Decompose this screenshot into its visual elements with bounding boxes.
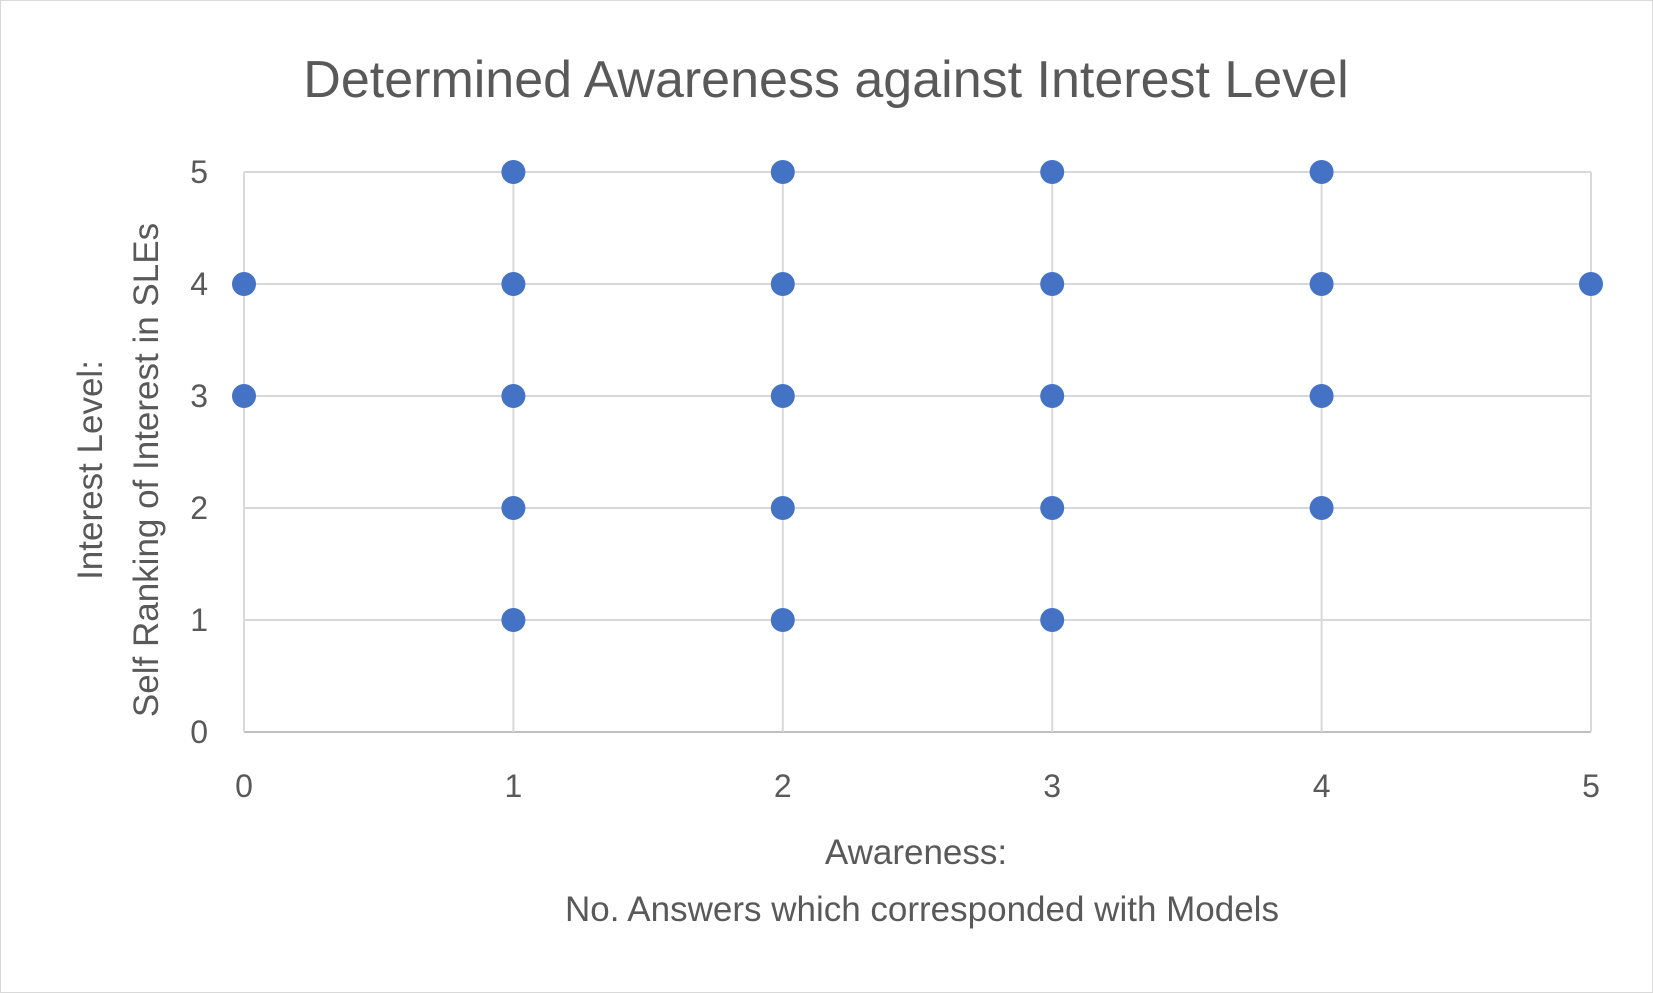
x-tick-label: 0 <box>235 768 253 804</box>
y-tick-label: 1 <box>190 602 208 638</box>
x-axis-title-line-2: No. Answers which corresponded with Mode… <box>565 890 1279 929</box>
y-tick-label: 0 <box>190 714 208 750</box>
scatter-point <box>770 608 795 632</box>
scatter-point <box>770 160 795 184</box>
x-tick-label: 2 <box>774 768 792 804</box>
scatter-point <box>1040 496 1065 520</box>
scatter-point <box>232 384 256 408</box>
scatter-point <box>501 608 526 632</box>
scatter-point <box>501 384 526 408</box>
scatter-point <box>1309 272 1334 296</box>
scatter-point <box>770 272 795 296</box>
scatter-point <box>1040 272 1065 296</box>
scatter-point <box>1309 160 1334 184</box>
scatter-point <box>770 496 795 520</box>
y-tick-label: 2 <box>190 490 208 526</box>
y-axis-title-line-2: Self Ranking of Interest in SLEs <box>127 223 166 717</box>
scatter-point <box>501 160 526 184</box>
y-tick-label: 4 <box>190 266 208 302</box>
scatter-point <box>232 272 256 296</box>
scatter-point <box>1040 160 1065 184</box>
y-tick-label: 5 <box>190 154 208 190</box>
y-axis-title-line-1: Interest Level: <box>71 360 110 580</box>
scatter-point <box>770 384 795 408</box>
y-tick-label: 3 <box>190 378 208 414</box>
scatter-point <box>501 496 526 520</box>
x-tick-label: 3 <box>1043 768 1061 804</box>
tick-labels: 0 1 2 3 4 5 0 1 2 3 4 5 <box>190 154 1600 804</box>
scatter-point <box>1309 384 1334 408</box>
scatter-point <box>1309 496 1334 520</box>
x-axis-title-line-1: Awareness: <box>825 833 1007 872</box>
data-points <box>232 160 1603 632</box>
scatter-point <box>1579 272 1603 296</box>
grid-lines <box>243 171 1592 733</box>
scatter-point <box>1040 384 1065 408</box>
scatter-point <box>501 272 526 296</box>
scatter-point <box>1040 608 1065 632</box>
x-tick-label: 5 <box>1582 768 1600 804</box>
x-tick-label: 1 <box>505 768 523 804</box>
chart-title: Determined Awareness against Interest Le… <box>303 51 1348 109</box>
x-tick-label: 4 <box>1313 768 1331 804</box>
